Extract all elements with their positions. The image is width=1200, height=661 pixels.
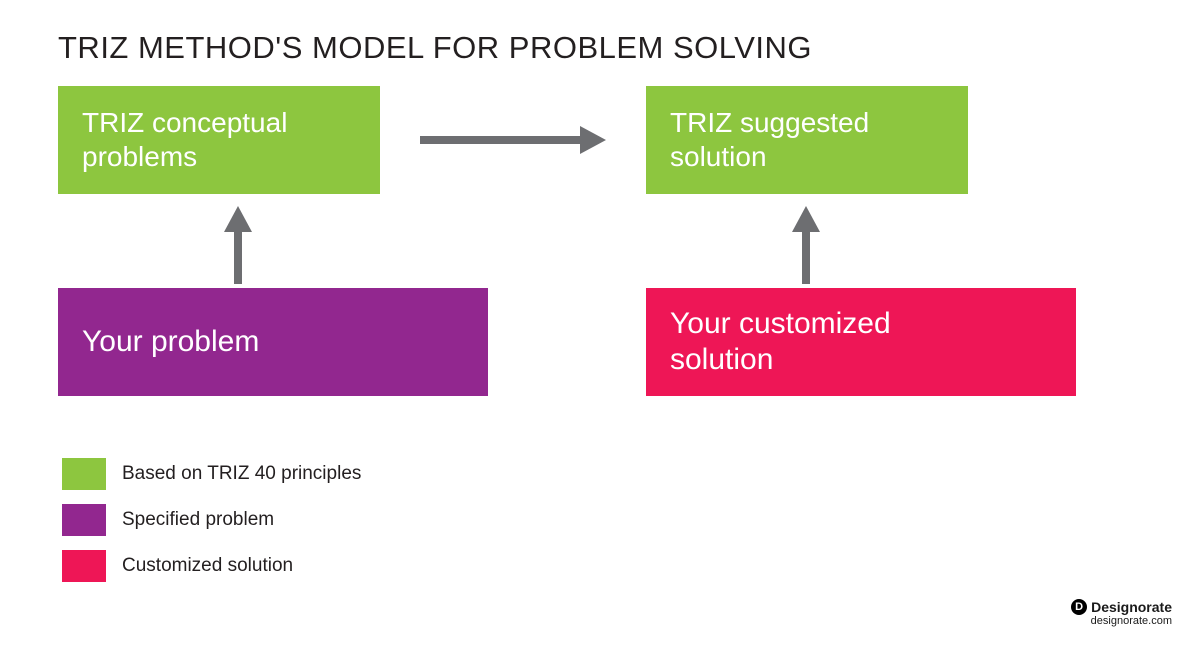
legend-label: Customized solution — [122, 555, 293, 577]
legend-label: Specified problem — [122, 509, 274, 531]
attribution-url: designorate.com — [1071, 616, 1172, 627]
legend-swatch — [62, 458, 106, 490]
attribution-brand-row: D Designorate — [1071, 599, 1172, 615]
legend-item: Based on TRIZ 40 principles — [62, 458, 361, 490]
arrow-right-up — [792, 206, 820, 284]
brand-logo-icon: D — [1071, 599, 1087, 615]
legend: Based on TRIZ 40 principles Specified pro… — [62, 458, 361, 582]
legend-label: Based on TRIZ 40 principles — [122, 463, 361, 485]
attribution-brand: Designorate — [1091, 600, 1172, 614]
attribution: D Designorate designorate.com — [1071, 599, 1172, 627]
legend-item: Specified problem — [62, 504, 361, 536]
arrow-horizontal — [420, 126, 606, 154]
legend-item: Customized solution — [62, 550, 361, 582]
legend-swatch — [62, 550, 106, 582]
arrow-left-up — [224, 206, 252, 284]
legend-swatch — [62, 504, 106, 536]
